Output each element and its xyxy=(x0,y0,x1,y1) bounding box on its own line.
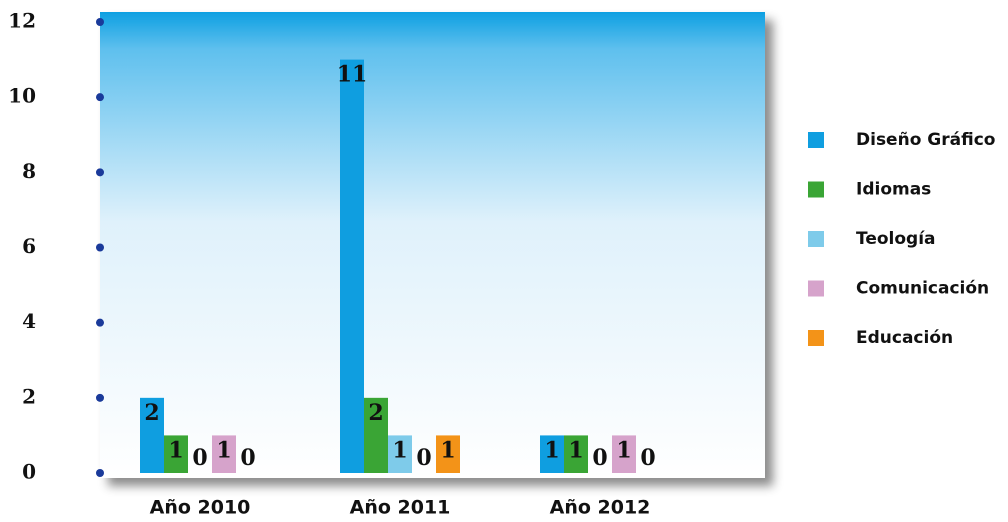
legend-swatch xyxy=(808,132,824,148)
data-label: 0 xyxy=(640,445,655,471)
y-tick-mark xyxy=(96,318,104,327)
legend-swatch xyxy=(808,280,824,297)
bar xyxy=(140,397,164,473)
legend-label: Comunicación xyxy=(856,279,989,299)
bar xyxy=(364,397,388,473)
x-tick-label: Año 2010 xyxy=(150,497,251,519)
legend-label: Teología xyxy=(856,229,936,249)
y-tick-label: 4 xyxy=(22,309,36,333)
data-label: 1 xyxy=(392,437,407,463)
y-tick-mark xyxy=(96,93,104,102)
data-label: 1 xyxy=(616,437,631,463)
data-label: 1 xyxy=(568,437,583,463)
y-tick-label: 12 xyxy=(8,9,36,33)
bar xyxy=(612,435,636,473)
legend-swatch xyxy=(808,181,824,198)
legend-swatch xyxy=(808,330,824,346)
y-tick-mark xyxy=(96,393,104,402)
bar xyxy=(164,435,188,473)
data-label: 1 xyxy=(544,437,559,463)
bar xyxy=(212,435,236,473)
x-tick-label: Año 2012 xyxy=(550,497,651,519)
y-tick-mark xyxy=(96,469,104,477)
y-tick-mark xyxy=(96,18,104,26)
data-label: 2 xyxy=(368,400,383,426)
legend-label: Educación xyxy=(856,328,953,348)
legend-swatch xyxy=(808,231,824,247)
bar xyxy=(340,59,364,473)
y-tick-label: 2 xyxy=(22,384,36,408)
plot-area xyxy=(100,12,765,478)
y-tick-mark xyxy=(96,168,104,177)
data-label: 0 xyxy=(592,445,607,471)
bar xyxy=(540,435,564,473)
data-label: 1 xyxy=(216,437,231,463)
data-label: 0 xyxy=(192,445,207,471)
bar xyxy=(388,435,412,473)
bar xyxy=(436,435,460,473)
data-label: 0 xyxy=(240,445,255,471)
y-tick-label: 8 xyxy=(22,159,36,183)
data-label: 1 xyxy=(168,437,183,463)
legend-label: Diseño Gráfico xyxy=(856,130,995,150)
legend-label: Idiomas xyxy=(856,180,931,200)
bar xyxy=(564,435,588,473)
data-label: 11 xyxy=(337,62,368,88)
data-label: 2 xyxy=(144,400,159,426)
data-label: 0 xyxy=(416,445,431,471)
y-tick-label: 6 xyxy=(22,234,36,258)
data-label: 1 xyxy=(440,437,455,463)
y-tick-label: 10 xyxy=(8,84,36,108)
y-tick-label: 0 xyxy=(22,460,36,484)
x-tick-label: Año 2011 xyxy=(350,497,451,519)
y-tick-mark xyxy=(96,243,104,252)
